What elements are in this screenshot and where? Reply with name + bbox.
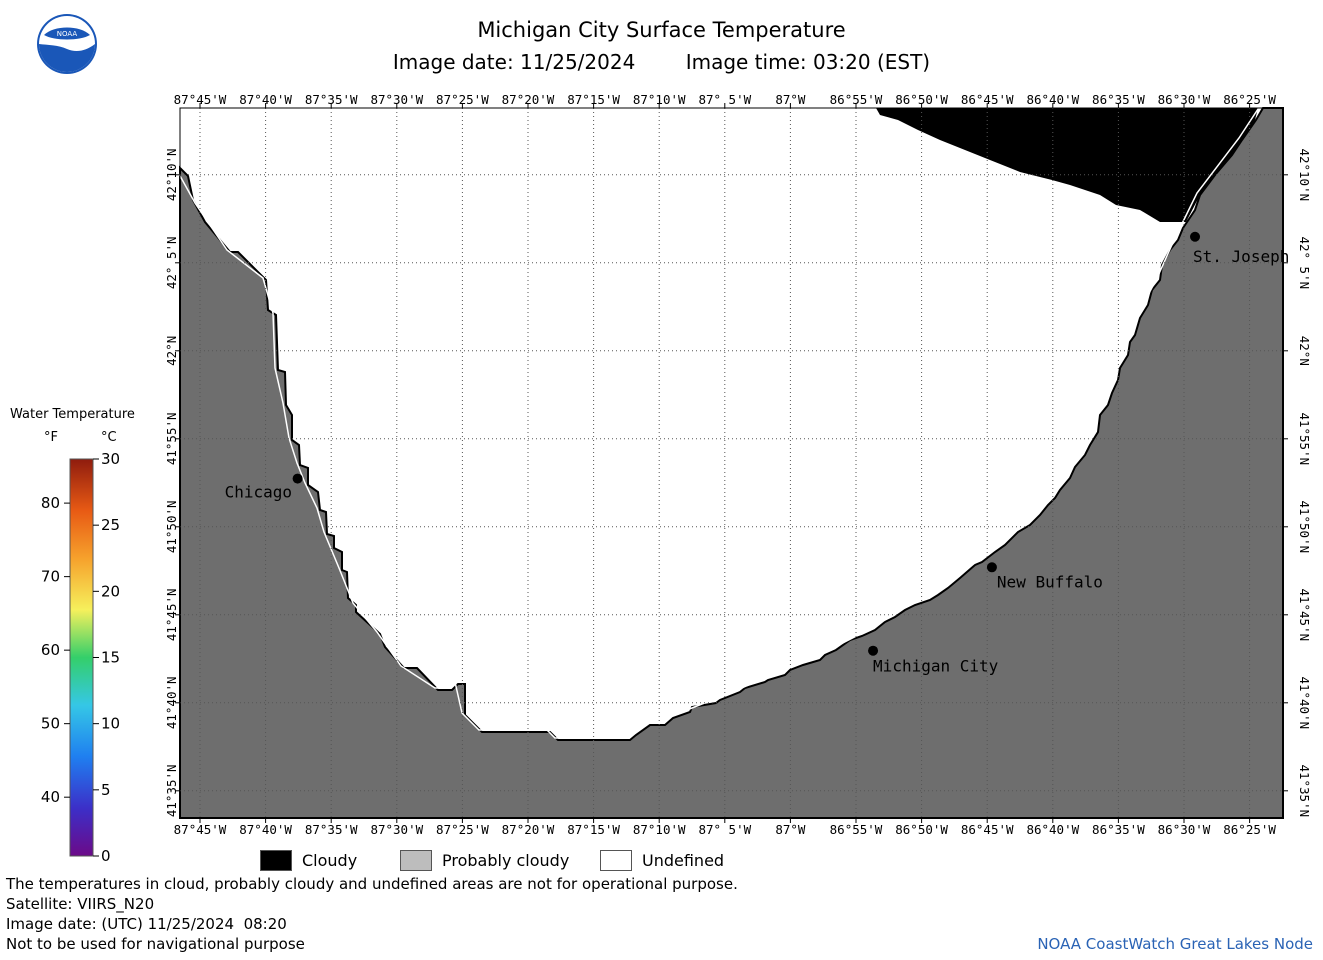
lon-label-top: 86°50'W (895, 92, 948, 107)
key-label-undefined: Undefined (642, 851, 725, 870)
lon-label-bottom: 87°30'W (370, 822, 423, 837)
city-marker-chicago (292, 473, 303, 484)
lon-label-top: 87°30'W (370, 92, 423, 107)
lon-label-bottom: 87°45'W (174, 822, 227, 837)
lon-label-top: 87°10'W (633, 92, 686, 107)
lon-label-top: 87°35'W (305, 92, 358, 107)
image-date: Image date: 11/25/2024 (392, 50, 636, 74)
legend-label-f: 80 (41, 494, 60, 512)
legend-label-f: 70 (41, 568, 60, 586)
lon-label-bottom: 87° 5'W (698, 822, 751, 837)
lat-label-left: 42° 5'N (164, 236, 179, 289)
key-label-probably-cloudy: Probably cloudy (442, 851, 570, 870)
lat-label-right: 41°55'N (1297, 412, 1312, 465)
utc-date-text: Image date: (UTC) 11/25/2024 08:20 (6, 915, 287, 933)
cloud-area (876, 108, 1258, 222)
city-label-chicago: Chicago (225, 483, 292, 502)
noaa-logo-icon: NOAA (37, 14, 97, 74)
temperature-color-scale: 40 50 60 70 80 0 5 10 15 20 25 30 (41, 450, 120, 865)
key-label-cloudy: Cloudy (302, 851, 358, 870)
coastline (178, 105, 1261, 739)
lon-label-bottom: 86°40'W (1026, 822, 1079, 837)
map-frame (179, 107, 1284, 819)
city-label-new-buffalo: New Buffalo (997, 572, 1103, 591)
lat-label-left: 42°10'N (164, 148, 179, 201)
lon-label-bottom: 87°W (775, 822, 806, 837)
lon-label-top: 87° 5'W (698, 92, 751, 107)
lat-label-left: 41°35'N (164, 764, 179, 817)
key-probably-cloudy: Probably cloudy (400, 850, 569, 871)
lon-label-bottom: 87°40'W (239, 822, 292, 837)
lat-label-left: 41°45'N (164, 588, 179, 641)
lon-label-bottom: 87°35'W (305, 822, 358, 837)
lon-label-top: 86°55'W (830, 92, 883, 107)
lat-label-left: 41°40'N (164, 676, 179, 729)
lon-label-top: 86°25'W (1223, 92, 1276, 107)
lon-label-bottom: 87°20'W (502, 822, 555, 837)
city-label-st-joseph: St. Joseph (1193, 247, 1289, 266)
lat-label-right: 42°10'N (1297, 148, 1312, 201)
legend-unit-f: °F (44, 430, 58, 445)
lon-label-bottom: 87°15'W (567, 822, 620, 837)
legend-label-c: 25 (101, 516, 120, 534)
lon-label-top: 86°30'W (1158, 92, 1211, 107)
legend-label-c: 30 (101, 450, 120, 468)
lon-label-bottom: 86°30'W (1158, 822, 1211, 837)
page-title: Michigan City Surface Temperature (477, 18, 846, 42)
lon-label-top: 87°45'W (174, 92, 227, 107)
legend-unit-c: °C (101, 430, 117, 445)
lat-label-right: 41°50'N (1297, 500, 1312, 553)
lon-label-top: 87°15'W (567, 92, 620, 107)
satellite-text: Satellite: VIIRS_N20 (6, 895, 155, 913)
key-swatch-undefined (600, 850, 632, 871)
lon-label-bottom: 86°50'W (895, 822, 948, 837)
city-marker-st-joseph (1190, 231, 1201, 242)
key-swatch-cloudy (260, 850, 292, 871)
lon-label-bottom: 87°25'W (436, 822, 489, 837)
lat-label-right: 42° 5'N (1297, 236, 1312, 289)
key-undefined: Undefined (600, 850, 724, 871)
key-swatch-probably-cloudy (400, 850, 432, 871)
key-cloudy: Cloudy (260, 850, 357, 871)
legend-label-c: 5 (101, 781, 111, 799)
legend-label-f: 40 (41, 788, 60, 806)
legend-label-c: 10 (101, 715, 120, 733)
lat-label-right: 41°40'N (1297, 676, 1312, 729)
lon-label-top: 87°40'W (239, 92, 292, 107)
lat-label-right: 42°N (1297, 336, 1312, 366)
lon-label-bottom: 86°45'W (961, 822, 1014, 837)
city-marker-new-buffalo (986, 562, 997, 573)
nav-warning-text: Not to be used for navigational purpose (6, 935, 305, 953)
legend-label-f: 60 (41, 641, 60, 659)
image-datetime: Image date: 11/25/2024 Image time: 03:20… (0, 50, 1323, 74)
lon-label-top: 86°40'W (1026, 92, 1079, 107)
lon-label-bottom: 86°55'W (830, 822, 883, 837)
legend-label-c: 15 (101, 649, 120, 667)
lon-label-top: 87°W (775, 92, 806, 107)
lat-label-left: 42°N (164, 336, 179, 366)
lat-label-left: 41°50'N (164, 500, 179, 553)
lat-label-right: 41°45'N (1297, 588, 1312, 641)
lon-label-top: 87°25'W (436, 92, 489, 107)
image-time: Image time: 03:20 (EST) (685, 50, 931, 74)
legend-label-c: 20 (101, 582, 120, 600)
lon-label-top: 86°45'W (961, 92, 1014, 107)
lon-label-top: 86°35'W (1092, 92, 1145, 107)
city-label-michigan-city: Michigan City (873, 657, 999, 676)
land-area (179, 107, 1284, 819)
lat-label-right: 41°35'N (1297, 764, 1312, 817)
legend-label-f: 50 (41, 715, 60, 733)
lon-label-bottom: 87°10'W (633, 822, 686, 837)
lon-label-top: 87°20'W (502, 92, 555, 107)
lon-label-bottom: 86°35'W (1092, 822, 1145, 837)
legend-label-c: 0 (101, 847, 111, 865)
city-marker-michigan-city (868, 645, 879, 656)
disclaimer-text: The temperatures in cloud, probably clou… (6, 875, 738, 893)
svg-text:NOAA: NOAA (57, 30, 78, 38)
legend-title: Water Temperature (10, 407, 135, 422)
credit-text: NOAA CoastWatch Great Lakes Node (1037, 935, 1313, 953)
lon-label-bottom: 86°25'W (1223, 822, 1276, 837)
lat-label-left: 41°55'N (164, 412, 179, 465)
